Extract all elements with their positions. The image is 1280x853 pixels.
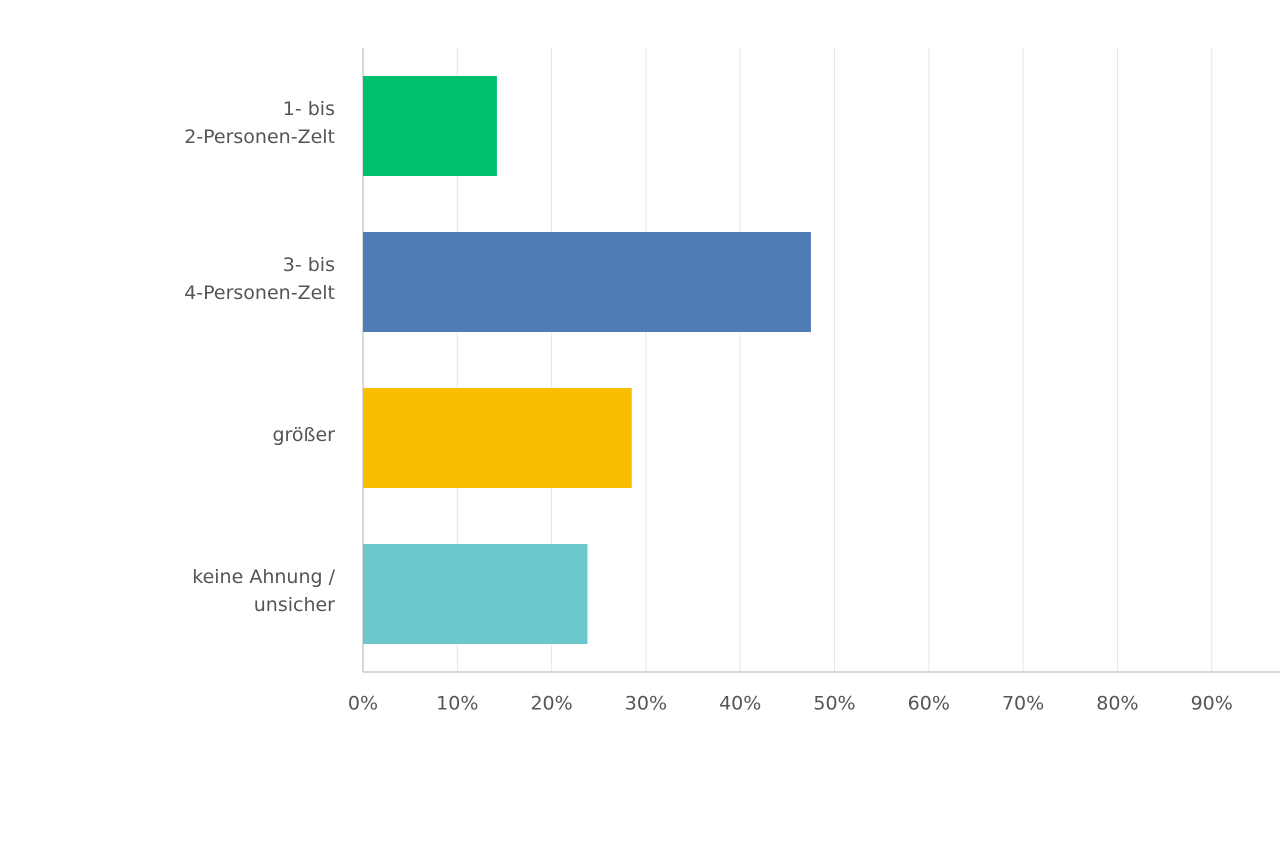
x-tick-label: 70% bbox=[1002, 693, 1044, 715]
x-tick-label: 60% bbox=[908, 693, 950, 715]
y-tick-label: keine Ahnung / unsicher bbox=[192, 566, 335, 616]
bar bbox=[363, 76, 497, 176]
bar bbox=[363, 544, 588, 644]
x-tick-label: 90% bbox=[1191, 693, 1233, 715]
x-tick-label: 40% bbox=[719, 693, 761, 715]
x-tick-label: 30% bbox=[625, 693, 667, 715]
x-tick-label: 20% bbox=[530, 693, 572, 715]
x-tick-label: 50% bbox=[813, 693, 855, 715]
x-tick-label: 80% bbox=[1096, 693, 1138, 715]
bar bbox=[363, 388, 632, 488]
x-tick-label: 0% bbox=[348, 693, 378, 715]
y-tick-label: 3- bis 4-Personen-Zelt bbox=[184, 254, 335, 304]
x-tick-label: 100% bbox=[1279, 693, 1280, 715]
x-tick-label: 10% bbox=[436, 693, 478, 715]
y-tick-label: 1- bis 2-Personen-Zelt bbox=[184, 98, 335, 148]
bar bbox=[363, 232, 811, 332]
y-tick-label: größer bbox=[272, 424, 335, 446]
